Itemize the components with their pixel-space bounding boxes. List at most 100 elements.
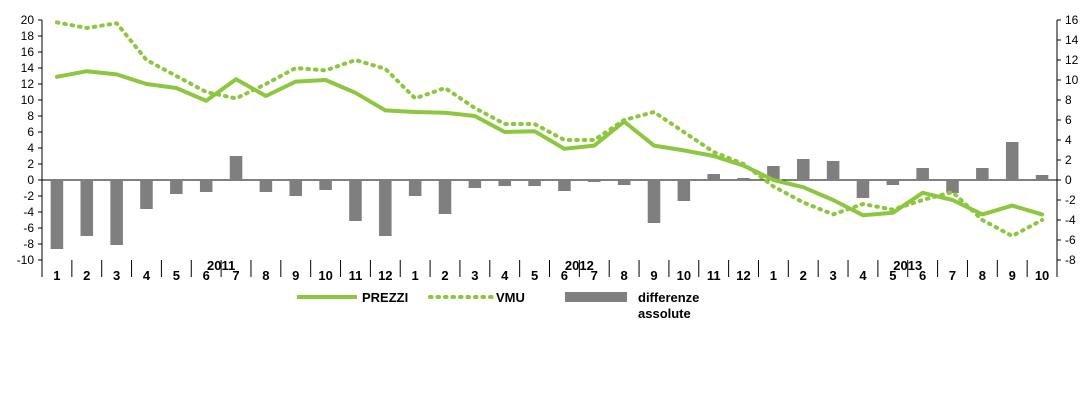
x-axis-tick-label: 12 [736, 268, 750, 283]
x-axis-tick-label: 9 [1009, 268, 1016, 283]
x-axis-tick-label: 2 [441, 268, 448, 283]
x-axis-tick-label: 12 [378, 268, 392, 283]
right-axis-tick-label: -8 [1065, 253, 1076, 267]
x-axis-tick-label: 5 [531, 268, 538, 283]
right-axis-tick-label: 16 [1065, 13, 1079, 27]
x-axis-tick-label: 8 [979, 268, 986, 283]
bar-differenze-assolute [50, 180, 64, 249]
year-label: 2013 [893, 258, 922, 273]
legend: PREZZI VMU differenze assolute [297, 290, 699, 321]
right-axis-tick-label: 8 [1065, 93, 1072, 107]
bar-differenze-assolute [170, 180, 183, 194]
right-axis-tick-label: -2 [1065, 193, 1076, 207]
bars [50, 142, 1049, 249]
x-axis-tick-label: 6 [919, 268, 926, 283]
bar-differenze-assolute [468, 180, 482, 188]
bar-differenze-assolute [677, 180, 691, 201]
x-axis-tick-label: 4 [501, 268, 509, 283]
legend-diff-label-line1: differenze [638, 290, 699, 305]
x-axis-tick-label: 2 [83, 268, 90, 283]
bar-differenze-assolute [110, 180, 123, 245]
bar-differenze-assolute [558, 180, 571, 191]
bar-differenze-assolute [617, 180, 631, 185]
x-axis-tick-label: 7 [591, 268, 598, 283]
x-axis-tick-label: 4 [859, 268, 867, 283]
left-axis-tick-label: -4 [23, 205, 34, 219]
x-axis-tick-label: 3 [113, 268, 120, 283]
x-axis-tick-label: 1 [53, 268, 60, 283]
bar-differenze-assolute [528, 180, 541, 186]
left-axis-tick-label: 8 [27, 109, 34, 123]
bar-differenze-assolute [886, 180, 900, 185]
year-label: 2012 [565, 258, 594, 273]
left-axis-tick-label: 6 [27, 125, 34, 139]
left-axis-tick-label: 20 [21, 13, 35, 27]
bar-differenze-assolute [1005, 142, 1019, 180]
bar-differenze-assolute [199, 180, 213, 192]
x-axis-tick-label: 10 [1035, 268, 1049, 283]
x-axis-tick-label: 10 [318, 268, 332, 283]
legend-diff-label-line2: assolute [638, 306, 691, 321]
left-axis-tick-label: 12 [21, 77, 35, 91]
right-axis-tick-label: -6 [1065, 233, 1076, 247]
bar-differenze-assolute [647, 180, 661, 223]
bar-differenze-assolute [349, 180, 362, 221]
bar-differenze-assolute [588, 180, 601, 182]
x-axis-tick-label: 11 [349, 268, 363, 283]
left-axis-tick-label: -6 [23, 221, 34, 235]
bar-differenze-assolute [140, 180, 153, 209]
legend-vmu-label: VMU [496, 290, 525, 305]
left-axis-tick-label: -10 [17, 253, 35, 267]
right-axis-tick-label: 2 [1065, 153, 1072, 167]
right-axis-tick-label: 10 [1065, 73, 1079, 87]
left-axis-tick-label: 16 [21, 45, 35, 59]
line-prezzi [54, 69, 1045, 218]
bar-differenze-assolute [229, 156, 243, 180]
bar-differenze-assolute [976, 168, 989, 180]
x-axis-tick-label: 2 [800, 268, 807, 283]
bar-differenze-assolute [408, 180, 422, 196]
bar-differenze-assolute [80, 180, 94, 236]
line-vmu [54, 20, 1045, 238]
bar-differenze-assolute [707, 174, 720, 180]
right-axis-tick-label: 6 [1065, 113, 1072, 127]
lines [54, 20, 1045, 238]
x-axis-tick-label: 9 [292, 268, 299, 283]
left-axis-tick-label: 10 [21, 93, 35, 107]
right-axis-tick-label: -4 [1065, 213, 1076, 227]
bar-differenze-assolute [319, 180, 332, 190]
right-axis-tick-label: 12 [1065, 53, 1079, 67]
bar-differenze-assolute [796, 159, 810, 180]
x-axis-tick-label: 9 [650, 268, 657, 283]
bar-differenze-assolute [826, 161, 840, 180]
x-axis-tick-label: 5 [889, 268, 896, 283]
right-axis-tick-label: 4 [1065, 133, 1072, 147]
left-axis-tick-label: -2 [23, 189, 34, 203]
left-axis-tick-label: 2 [27, 157, 34, 171]
x-axis-tick-label: 3 [829, 268, 836, 283]
bar-differenze-assolute [259, 180, 273, 192]
x-axis-tick-label: 8 [621, 268, 628, 283]
x-axis-tick-label: 4 [143, 268, 151, 283]
x-axis-tick-label: 10 [677, 268, 691, 283]
left-axis-tick-label: -8 [23, 237, 34, 251]
x-axis-tick-label: 11 [707, 268, 721, 283]
right-axis-tick-label: 0 [1065, 173, 1072, 187]
legend-prezzi-label: PREZZI [362, 290, 408, 305]
left-axis-tick-label: 18 [21, 29, 35, 43]
bar-differenze-assolute [737, 178, 750, 180]
bar-differenze-assolute [1035, 175, 1049, 180]
bar-differenze-assolute [916, 168, 929, 180]
x-axis-tick-label: 7 [232, 268, 239, 283]
x-axis-tick-label: 6 [561, 268, 568, 283]
left-axis-tick-label: 0 [27, 173, 34, 187]
bar-differenze-assolute [379, 180, 392, 236]
x-axis-tick-label: 8 [262, 268, 269, 283]
x-axis-tick-label: 6 [203, 268, 210, 283]
legend-diff-swatch [565, 292, 627, 302]
bar-differenze-assolute [498, 180, 511, 186]
x-axis-tick-label: 5 [173, 268, 180, 283]
left-axis-tick-label: 14 [21, 61, 35, 75]
